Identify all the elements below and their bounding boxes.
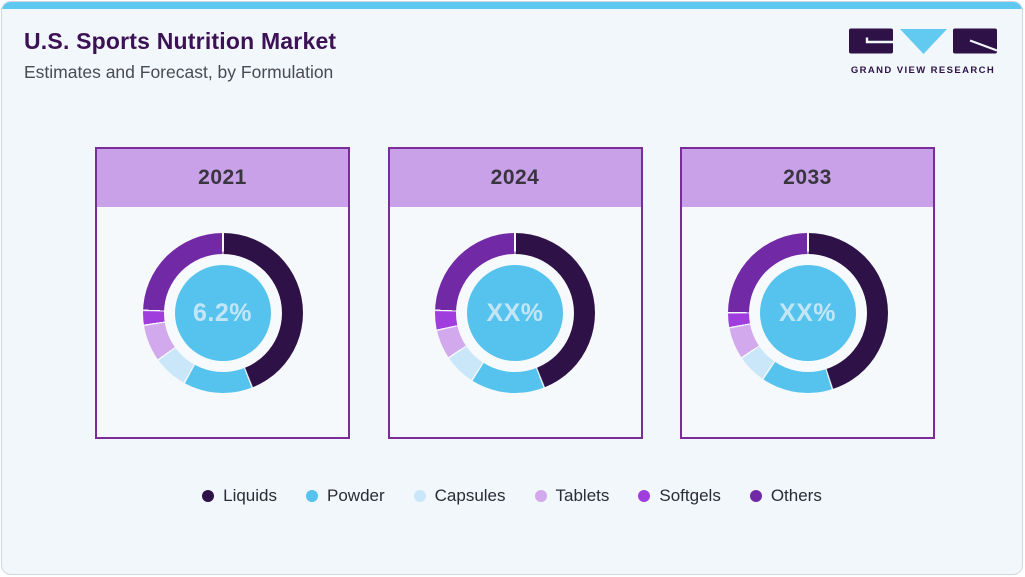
card-2024-header: 2024	[389, 149, 641, 207]
donut-2024-center-label: XX%	[486, 298, 544, 327]
legend-label-capsules: Capsules	[434, 486, 506, 505]
card-2033-year-label: 2033	[783, 166, 832, 189]
donut-2033-center-label: XX%	[778, 298, 837, 327]
tablets-swatch-icon	[534, 490, 547, 502]
brand-logo: GRAND VIEW RESEARCH	[848, 28, 998, 76]
liquids-swatch-icon	[202, 490, 215, 502]
donut-2024-center-circle: XX%	[467, 265, 563, 361]
card-2024: 2024 XX%	[387, 147, 643, 439]
card-2024-year-label: 2024	[490, 166, 540, 189]
legend-label-powder: Powder	[327, 486, 385, 505]
legend-label-liquids: Liquids	[223, 486, 277, 505]
card-2021-header: 2021	[97, 149, 348, 207]
others-swatch-icon	[749, 490, 762, 502]
page-title: U.S. Sports Nutrition Market	[24, 28, 337, 54]
title-block: U.S. Sports Nutrition Market Estimates a…	[24, 28, 336, 83]
legend-item-others: Others	[749, 486, 822, 506]
page-subtitle: Estimates and Forecast, by Formulation	[24, 62, 334, 82]
donut-2021-center-label: 6.2%	[193, 298, 252, 327]
legend-item-softgels: Softgels	[638, 486, 721, 506]
card-2021: 2021 6.2%	[95, 147, 350, 439]
donut-chart-2021: 6.2%	[142, 233, 303, 393]
legend-item-liquids: Liquids	[202, 486, 277, 506]
year-cards: 2021 6.2% 2024 XX% 2033	[95, 147, 935, 439]
legend-label-tablets: Tablets	[555, 486, 610, 505]
accent-top-bar	[2, 2, 1022, 9]
donut-2021-center-circle: 6.2%	[174, 265, 271, 361]
brand-name: GRAND VIEW RESEARCH	[850, 65, 996, 76]
donut-chart-2033: XX%	[727, 233, 888, 393]
capsules-swatch-icon	[413, 490, 426, 502]
donut-chart-2024: XX%	[435, 233, 595, 393]
legend-label-softgels: Softgels	[659, 486, 721, 505]
legend-item-powder: Powder	[306, 486, 385, 506]
card-2033-header: 2033	[682, 149, 933, 207]
legend-item-tablets: Tablets	[534, 486, 610, 506]
donut-2033-center-circle: XX%	[759, 265, 856, 361]
chart-legend: Liquids Powder Capsules Tablets Softgels…	[2, 486, 1022, 506]
legend-label-others: Others	[770, 486, 822, 505]
gvr-logo-icon	[849, 28, 998, 54]
powder-swatch-icon	[306, 490, 318, 502]
legend-item-capsules: Capsules	[413, 486, 506, 506]
card-2033: 2033 XX%	[680, 147, 935, 439]
card-2021-year-label: 2021	[198, 166, 247, 189]
softgels-swatch-icon	[638, 490, 651, 502]
